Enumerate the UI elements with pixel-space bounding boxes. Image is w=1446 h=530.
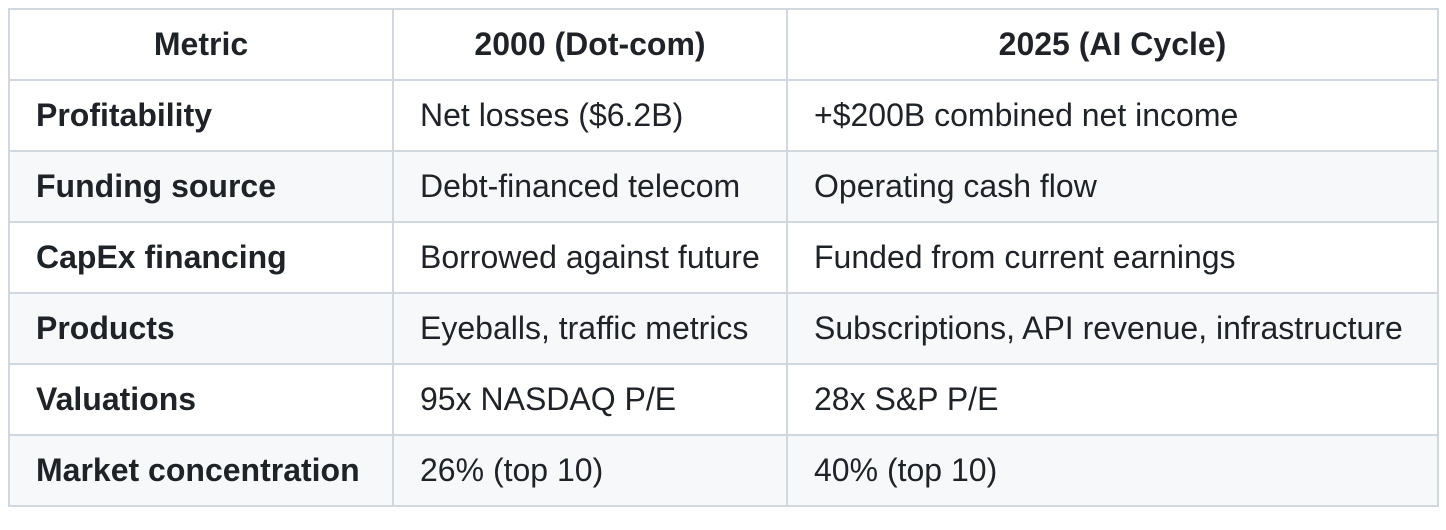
header-row: Metric 2000 (Dot-com) 2025 (AI Cycle) — [8, 8, 1439, 81]
row-label-profitability: Profitability — [8, 79, 394, 152]
cell-market-concentration-2000: 26% (top 10) — [392, 434, 788, 507]
row-label-market-concentration: Market concentration — [8, 434, 394, 507]
cell-market-concentration-2025: 40% (top 10) — [786, 434, 1439, 507]
comparison-table: Metric 2000 (Dot-com) 2025 (AI Cycle) Pr… — [8, 8, 1439, 507]
cell-funding-source-2025: Operating cash flow — [786, 150, 1439, 223]
cell-valuations-2000: 95x NASDAQ P/E — [392, 363, 788, 436]
cell-profitability-2025: +$200B combined net income — [786, 79, 1439, 152]
column-header-metric: Metric — [8, 8, 394, 81]
row-label-capex-financing: CapEx financing — [8, 221, 394, 294]
cell-funding-source-2000: Debt-financed telecom — [392, 150, 788, 223]
cell-capex-financing-2025: Funded from current earnings — [786, 221, 1439, 294]
cell-capex-financing-2000: Borrowed against future — [392, 221, 788, 294]
cell-profitability-2000: Net losses ($6.2B) — [392, 79, 788, 152]
table-row: Valuations 95x NASDAQ P/E 28x S&P P/E — [8, 363, 1439, 436]
table-row: Market concentration 26% (top 10) 40% (t… — [8, 434, 1439, 507]
row-label-products: Products — [8, 292, 394, 365]
cell-products-2025: Subscriptions, API revenue, infrastructu… — [786, 292, 1439, 365]
cell-products-2000: Eyeballs, traffic metrics — [392, 292, 788, 365]
table-row: Profitability Net losses ($6.2B) +$200B … — [8, 79, 1439, 152]
page: Metric 2000 (Dot-com) 2025 (AI Cycle) Pr… — [8, 8, 1439, 507]
table-row: CapEx financing Borrowed against future … — [8, 221, 1439, 294]
table-row: Products Eyeballs, traffic metrics Subsc… — [8, 292, 1439, 365]
table-row: Funding source Debt-financed telecom Ope… — [8, 150, 1439, 223]
cell-valuations-2025: 28x S&P P/E — [786, 363, 1439, 436]
row-label-valuations: Valuations — [8, 363, 394, 436]
row-label-funding-source: Funding source — [8, 150, 394, 223]
column-header-2025-ai-cycle: 2025 (AI Cycle) — [786, 8, 1439, 81]
column-header-2000-dotcom: 2000 (Dot-com) — [392, 8, 788, 81]
